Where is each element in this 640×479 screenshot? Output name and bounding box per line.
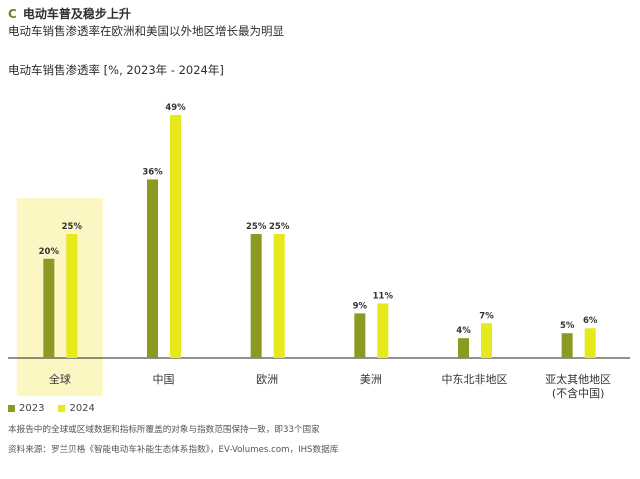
- bar-2024-3: [377, 303, 389, 358]
- data-label-2024-0: 25%: [62, 222, 83, 232]
- bar-2024-2: [273, 234, 285, 358]
- section-title-text: 电动车普及稳步上升: [22, 7, 131, 21]
- data-label-2024-4: 7%: [479, 311, 494, 321]
- highlight-band: [16, 198, 103, 396]
- data-label-2023-3: 9%: [353, 301, 368, 311]
- category-label-4: 中东北非地区: [442, 373, 508, 386]
- legend-label-2024: 2024: [69, 403, 95, 414]
- chart-title: 电动车销售渗透率 [%, 2023年 - 2024年]: [8, 63, 224, 77]
- category-label-0: 全球: [49, 372, 71, 386]
- bar-2023-5: [561, 333, 573, 358]
- data-label-2023-5: 5%: [560, 321, 575, 331]
- bar-2024-4: [481, 323, 492, 358]
- data-label-2024-2: 25%: [269, 222, 290, 232]
- bar-2023-2: [250, 234, 262, 358]
- data-label-2023-0: 20%: [39, 247, 60, 257]
- footnote-source: 资料来源：罗兰贝格《智能电动车补能生态体系指数》，EV-Volumes.com，…: [8, 445, 339, 455]
- category-label-2: 欧洲: [256, 373, 278, 386]
- category-label-5: 亚太其他地区: [545, 373, 611, 386]
- data-label-2023-4: 4%: [456, 326, 471, 336]
- bar-2024-0: [66, 234, 78, 358]
- chart-legend: 2023 2024: [8, 403, 95, 414]
- category-label-1: 中国: [153, 373, 175, 386]
- section-letter: C: [8, 7, 17, 21]
- data-label-2024-3: 11%: [373, 291, 394, 301]
- bar-2024-1: [170, 114, 181, 359]
- data-label-2024-5: 6%: [583, 316, 598, 326]
- bar-2023-0: [43, 258, 55, 358]
- data-label-2023-2: 25%: [246, 222, 267, 232]
- legend-swatch-2024: [58, 405, 66, 412]
- legend-swatch-2023: [8, 405, 15, 412]
- bar-2023-1: [147, 179, 158, 358]
- legend-item-2023: 2023: [8, 403, 44, 414]
- footnotes: 本报告中的全球或区域数据和指标所覆盖的对象与指数范围保持一致，即33个国家 资料…: [8, 424, 628, 456]
- bar-2024-5: [584, 328, 596, 358]
- section-title: C 电动车普及稳步上升: [8, 6, 284, 22]
- bar-2023-3: [354, 313, 366, 358]
- category-label-3: 美洲: [360, 373, 382, 386]
- data-label-2024-1: 49%: [165, 103, 186, 113]
- bar-2023-4: [458, 338, 469, 358]
- section-subtitle: 电动车销售渗透率在欧洲和美国以外地区增长最为明显: [8, 24, 284, 38]
- legend-item-2024: 2024: [58, 403, 95, 414]
- legend-label-2023: 2023: [19, 403, 45, 414]
- chart-header: C 电动车普及稳步上升 电动车销售渗透率在欧洲和美国以外地区增长最为明显: [8, 6, 284, 39]
- category-label-5-line2: (不含中国): [552, 386, 605, 400]
- footnote-note: 本报告中的全球或区域数据和指标所覆盖的对象与指数范围保持一致，即33个国家: [8, 425, 320, 435]
- data-label-2023-1: 36%: [142, 167, 163, 177]
